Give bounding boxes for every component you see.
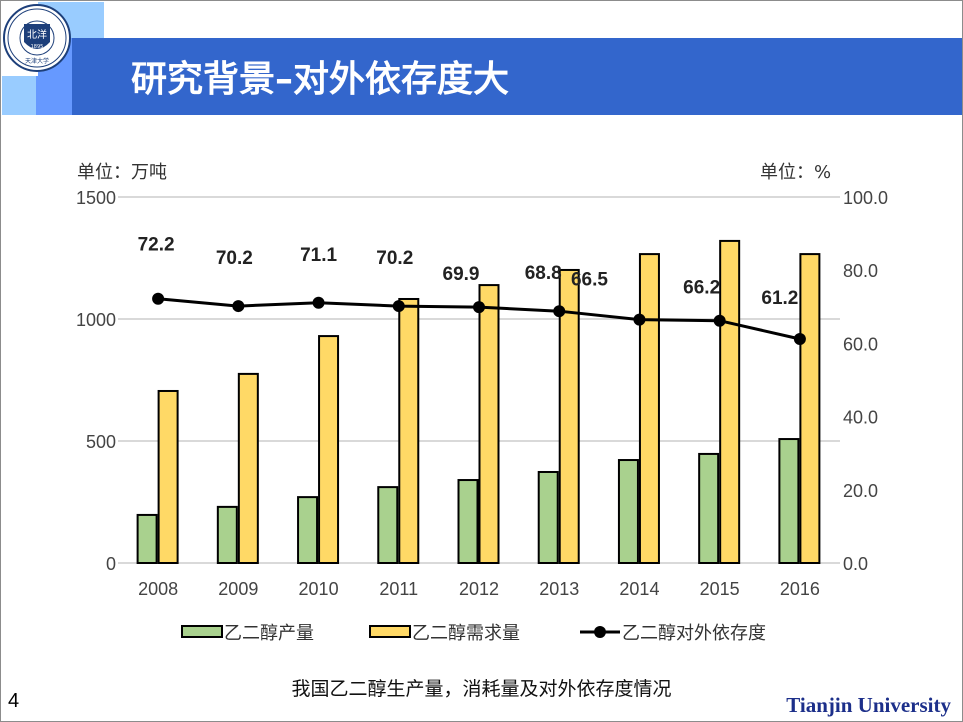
dependency-line: 72.2 70.2 71.1 70.2 69.9 68.8 66.5 66.2 61.2 <box>138 235 806 346</box>
demand-bar <box>478 284 500 564</box>
dependency-data-label: 69.9 <box>443 264 480 285</box>
dependency-point <box>633 313 646 326</box>
bars <box>136 239 821 565</box>
svg-text:1895: 1895 <box>31 44 44 50</box>
left-axis-ticks: 0 500 1000 1500 <box>76 188 116 574</box>
demand-bar <box>799 253 821 564</box>
decor-square <box>36 76 72 115</box>
right-axis-tick-label: 40.0 <box>843 408 878 428</box>
legend: 乙二醇产量 乙二醇需求量 乙二醇对外依存度 <box>181 623 766 644</box>
demand-bar <box>558 268 580 564</box>
legend-production-swatch <box>181 625 223 638</box>
x-axis-tick-label: 2012 <box>459 579 499 599</box>
right-axis-tick-label: 20.0 <box>843 481 878 501</box>
legend-dependency-marker <box>594 626 606 638</box>
right-axis-tick-label: 60.0 <box>843 334 878 354</box>
slide-title: 研究背景–对外依存度大 <box>131 59 510 100</box>
production-bar <box>457 479 479 565</box>
left-axis-tick-label: 1500 <box>76 188 116 208</box>
chart-caption: 我国乙二醇生产量，消耗量及对外依存度情况 <box>291 678 672 700</box>
dependency-data-label: 72.2 <box>138 235 175 256</box>
left-axis-unit-label: 单位：万吨 <box>77 162 167 183</box>
brand-footer: Tianjin University <box>786 693 951 717</box>
production-bar <box>136 513 158 565</box>
legend-demand-swatch <box>369 625 411 638</box>
title-band <box>72 38 962 115</box>
x-axis-tick-label: 2016 <box>780 579 820 599</box>
demand-bar <box>157 389 179 564</box>
svg-text:北洋: 北洋 <box>27 28 47 41</box>
left-axis-tick-label: 0 <box>106 554 116 574</box>
dependency-data-label: 66.5 <box>571 270 608 291</box>
production-bar <box>617 459 639 565</box>
dependency-point <box>312 296 325 309</box>
page-number: 4 <box>8 690 20 712</box>
demand-bar <box>318 335 340 564</box>
x-axis-tick-label: 2014 <box>619 579 659 599</box>
decor-square <box>2 76 36 115</box>
demand-bar <box>398 297 420 564</box>
right-axis-unit-label: 单位：% <box>760 162 831 183</box>
dependency-data-label: 70.2 <box>376 248 413 269</box>
legend-dependency-label: 乙二醇对外依存度 <box>622 623 766 644</box>
dependency-point <box>793 333 806 346</box>
production-bar <box>297 496 319 564</box>
dependency-data-label: 70.2 <box>216 248 253 269</box>
right-axis-tick-label: 0.0 <box>843 554 868 574</box>
x-axis-tick-label: 2011 <box>379 579 418 599</box>
x-axis-tick-label: 2013 <box>539 579 579 599</box>
legend-demand-label: 乙二醇需求量 <box>412 623 520 644</box>
x-axis-tick-label: 2015 <box>700 579 740 599</box>
production-bar <box>216 505 238 565</box>
svg-text:天津大学: 天津大学 <box>25 57 49 65</box>
x-axis-tick-label: 2008 <box>138 579 178 599</box>
dependency-data-label: 61.2 <box>761 288 798 309</box>
demand-bar <box>719 239 741 564</box>
dependency-point <box>392 300 405 313</box>
dependency-point <box>232 300 245 313</box>
legend-production-label: 乙二醇产量 <box>224 623 314 644</box>
chart: 单位：万吨 单位：% 0 500 1000 1500 0.0 20.0 40.0 60.0 8… <box>76 162 888 644</box>
dependency-data-label: 68.8 <box>525 263 562 284</box>
dependency-point <box>713 314 726 327</box>
university-seal-icon: 北洋 1895 天津大学 <box>3 4 71 72</box>
university-logo: 北洋 1895 天津大学 <box>2 2 72 72</box>
x-axis-tick-label: 2010 <box>299 579 339 599</box>
left-axis-tick-label: 500 <box>86 432 116 452</box>
x-axis-labels: 2008 2009 2010 2011 2012 2013 2014 2015 2016 <box>138 579 820 599</box>
x-axis-tick-label: 2009 <box>218 579 258 599</box>
production-bar <box>778 438 800 565</box>
dependency-data-label: 71.1 <box>300 245 337 266</box>
production-bar <box>377 486 399 564</box>
right-axis-ticks: 0.0 20.0 40.0 60.0 80.0 100.0 <box>843 188 888 574</box>
dependency-data-label: 66.2 <box>683 278 720 299</box>
dependency-point <box>152 292 165 305</box>
demand-bar <box>638 253 660 564</box>
dependency-point <box>553 305 566 318</box>
right-axis-tick-label: 80.0 <box>843 261 878 281</box>
right-axis-tick-label: 100.0 <box>843 188 888 208</box>
demand-bar <box>237 372 259 564</box>
left-axis-tick-label: 1000 <box>76 310 116 330</box>
dependency-point <box>473 301 485 314</box>
production-bar <box>537 470 559 565</box>
production-bar <box>698 452 720 565</box>
